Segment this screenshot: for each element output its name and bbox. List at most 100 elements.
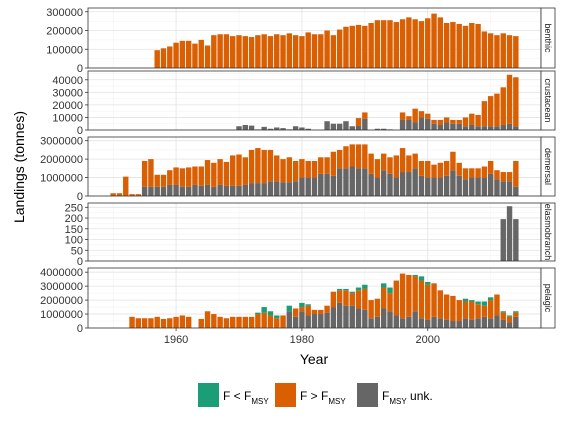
bar-demersal-1956-gt — [148, 159, 154, 187]
bar-crustacean-2001-gt — [431, 119, 437, 124]
bar-demersal-1976-unk — [274, 181, 280, 196]
bar-pelagic-1954-gt — [135, 318, 142, 328]
bar-pelagic-1989-unk — [355, 308, 362, 328]
bar-crustacean-1976-unk — [274, 127, 280, 130]
bar-pelagic-1980-lt — [299, 302, 305, 308]
bar-demersal-1986-unk — [336, 168, 343, 196]
bar-demersal-1983-unk — [318, 173, 324, 196]
bar-crustacean-2000-gt — [425, 113, 431, 119]
legend-label: FMSY unk. — [382, 389, 433, 406]
bar-benthic-1959-gt — [167, 46, 173, 68]
bar-demersal-1969-unk — [230, 185, 236, 196]
bar-crustacean-2005-unk — [456, 123, 462, 130]
bar-crustacean-2006-gt — [462, 117, 469, 127]
bar-benthic-1999-gt — [418, 21, 425, 68]
bar-benthic-2009-gt — [481, 31, 488, 68]
bar-pelagic-1968-gt — [223, 318, 230, 328]
bar-pelagic-1984-gt — [324, 305, 330, 313]
bar-pelagic-2010-unk — [487, 318, 494, 328]
bar-pelagic-1973-lt — [255, 312, 261, 315]
bar-crustacean-2002-gt — [437, 119, 444, 125]
bar-pelagic-1995-unk — [393, 315, 399, 328]
bar-demersal-1992-gt — [374, 159, 381, 178]
bar-demersal-1974-unk — [261, 183, 267, 196]
bar-demersal-1950-gt — [110, 193, 116, 196]
bar-pelagic-2000-gt — [425, 284, 431, 320]
bar-benthic-1990-gt — [362, 25, 368, 68]
facet-strip — [540, 7, 556, 69]
bar-pelagic-2002-unk — [437, 318, 444, 328]
legend-swatch — [198, 383, 219, 407]
bar-benthic-1969-gt — [230, 36, 236, 68]
bar-pelagic-2013-unk — [506, 322, 513, 328]
bar-crustacean-1992-unk — [374, 128, 381, 130]
bar-demersal-1955-gt — [141, 160, 148, 187]
bar-pelagic-2004-unk — [450, 321, 456, 328]
bar-elasmobranch-2013-unk — [506, 206, 513, 261]
bar-demersal-1989-gt — [355, 144, 362, 169]
bar-benthic-1970-gt — [236, 35, 242, 68]
bar-demersal-1958-gt — [160, 174, 167, 187]
bar-demersal-2009-gt — [481, 166, 488, 178]
x-tick-label: 1960 — [164, 334, 188, 346]
bar-pelagic-2011-gt — [494, 294, 500, 316]
bar-pelagic-1970-gt — [236, 316, 242, 328]
facet-strip-label: crustacean — [543, 78, 553, 122]
y-tick-label: 250 — [65, 202, 83, 214]
bar-crustacean-2009-unk — [481, 126, 488, 130]
bar-demersal-1987-unk — [343, 168, 349, 196]
bar-benthic-1973-gt — [255, 35, 261, 68]
bar-demersal-2014-gt — [513, 160, 519, 187]
bar-demersal-2013-unk — [506, 181, 513, 196]
bar-demersal-1953-gt — [129, 194, 135, 196]
bar-pelagic-1961-gt — [179, 315, 186, 328]
bar-crustacean-1989-gt — [355, 118, 362, 126]
bar-demersal-1998-gt — [412, 153, 418, 169]
legend: F < FMSY F > FMSY FMSY unk. — [198, 383, 433, 407]
bar-pelagic-2013-gt — [506, 316, 513, 323]
bar-demersal-1965-unk — [204, 184, 211, 196]
bar-demersal-2012-unk — [500, 181, 506, 196]
bar-demersal-1984-unk — [324, 173, 330, 196]
bar-pelagic-1993-gt — [381, 287, 387, 309]
bar-demersal-1971-unk — [242, 184, 248, 196]
bar-pelagic-1998-unk — [412, 311, 418, 328]
bar-benthic-1963-gt — [192, 43, 198, 68]
facet-strip-label: demersal — [543, 148, 553, 185]
bar-crustacean-1998-unk — [412, 122, 418, 130]
bar-pelagic-1974-lt — [261, 307, 267, 313]
bar-demersal-1973-unk — [255, 183, 261, 196]
facet-strip — [540, 267, 556, 329]
bar-pelagic-1990-gt — [362, 288, 368, 310]
bar-demersal-1995-unk — [393, 177, 399, 196]
bar-pelagic-1962-gt — [185, 316, 192, 328]
bar-pelagic-1975-lt — [267, 311, 274, 316]
bar-pelagic-2013-lt — [506, 315, 513, 317]
bar-pelagic-2008-unk — [475, 318, 481, 328]
bar-demersal-2003-unk — [443, 175, 450, 196]
bar-crustacean-1998-gt — [412, 108, 418, 123]
bar-crustacean-1977-unk — [280, 128, 286, 130]
bar-crustacean-1985-unk — [330, 123, 337, 130]
bar-benthic-1958-gt — [160, 48, 167, 68]
bar-pelagic-2003-gt — [443, 294, 450, 320]
bar-benthic-1989-gt — [355, 24, 362, 68]
bar-pelagic-2006-gt — [462, 301, 469, 319]
bar-benthic-1967-gt — [217, 34, 223, 68]
bar-pelagic-2000-lt — [425, 281, 431, 285]
bar-pelagic-1999-lt — [418, 276, 425, 281]
bar-crustacean-1999-unk — [418, 117, 425, 130]
bar-pelagic-2006-lt — [462, 298, 469, 302]
bar-benthic-1993-gt — [381, 20, 387, 68]
bar-crustacean-2013-unk — [506, 123, 513, 130]
bar-crustacean-2013-gt — [506, 74, 513, 124]
panel-pelagic: 0 1000000 2000000 3000000 4000000 pelagic — [40, 267, 556, 335]
bar-benthic-1987-gt — [343, 26, 349, 68]
chart-panels: 0100000200000300000benthic01000020000300… — [40, 7, 556, 335]
bar-benthic-2000-gt — [425, 18, 431, 68]
facet-strip-label: elasmobranch — [543, 204, 553, 261]
bar-benthic-1960-gt — [173, 42, 179, 68]
y-tick-label: 200000 — [46, 26, 83, 38]
bar-pelagic-1991-gt — [368, 300, 374, 319]
